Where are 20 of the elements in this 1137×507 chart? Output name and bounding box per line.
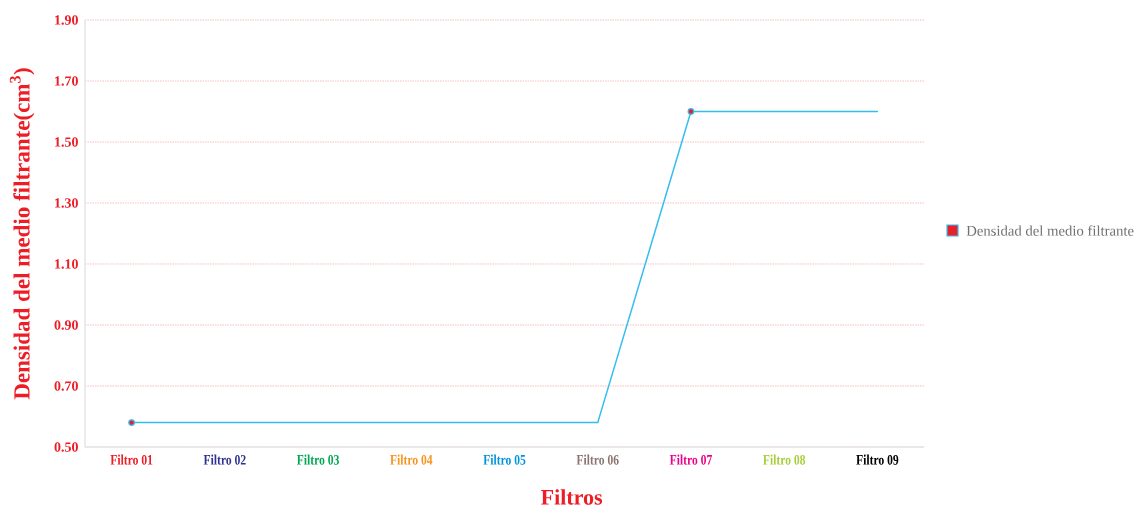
y-tick-label: 1.10 [55,259,78,269]
y-tick-label: 1.90 [55,15,78,25]
x-tick-label: Filtro 02 [203,454,246,465]
y-tick-label: 1.50 [55,137,78,147]
y-tick-label: 1.30 [55,198,78,208]
x-tick-label: Filtro 06 [576,454,619,465]
x-tick-label: Filtro 04 [390,454,433,465]
y-tick-label: 0.50 [54,442,78,452]
x-axis-title: Filtros [541,489,603,505]
y-tick-label: 0.90 [54,320,78,330]
y-tick-label: 1.70 [55,76,78,86]
x-tick-label: Filtro 09 [856,454,899,465]
y-tick-label: 0.70 [54,381,78,391]
x-tick-label: Filtro 07 [669,454,712,465]
x-tick-label: Filtro 03 [296,454,339,465]
legend-label: Densidad del medio filtrante [966,225,1134,236]
x-tick-label: Filtro 08 [763,454,806,465]
x-tick-label: Filtro 05 [483,454,526,465]
x-tick-label: Filtro 01 [110,454,153,465]
y-axis-title: Densidad del medio filtrante(cm$^{3}$) [9,68,35,400]
